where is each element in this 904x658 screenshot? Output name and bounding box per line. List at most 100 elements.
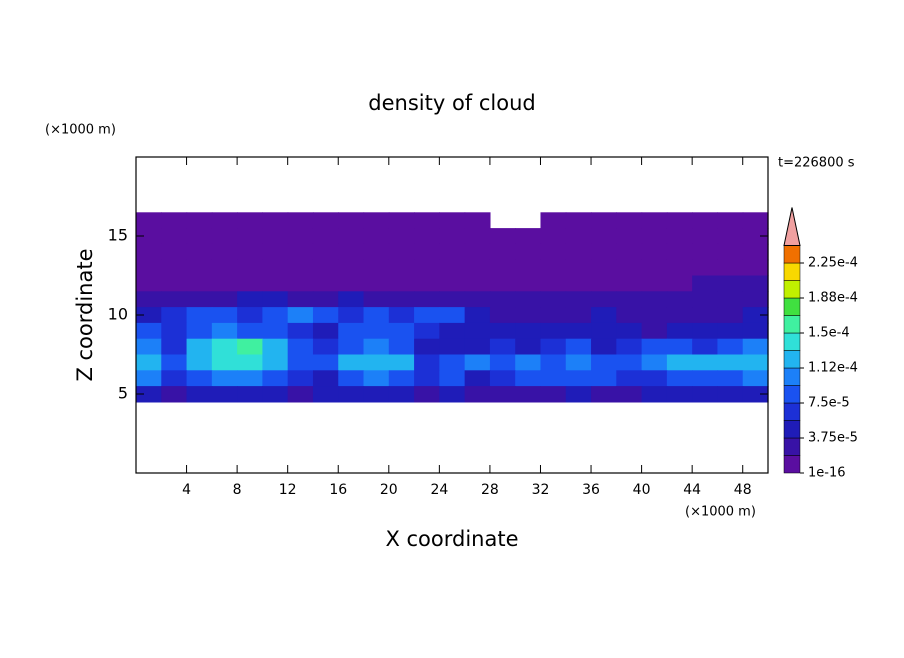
contour-cell bbox=[464, 370, 491, 387]
contour-cell bbox=[515, 322, 542, 340]
contour-cell bbox=[262, 370, 289, 387]
contour-cell bbox=[692, 370, 719, 387]
contour-cell bbox=[464, 243, 491, 261]
contour-cell bbox=[717, 259, 744, 277]
contour-cell bbox=[287, 307, 314, 324]
contour-cell bbox=[211, 291, 238, 308]
contour-cell bbox=[161, 386, 188, 403]
contour-cell bbox=[565, 386, 592, 403]
contour-cell bbox=[439, 275, 466, 292]
contour-cell bbox=[692, 338, 719, 356]
contour-cell bbox=[489, 228, 516, 245]
contour-cell bbox=[262, 212, 289, 229]
colorbar-band bbox=[783, 350, 801, 369]
contour-cell bbox=[742, 259, 769, 277]
contour-cell bbox=[439, 259, 466, 277]
contour-cell bbox=[186, 338, 213, 356]
contour-cell bbox=[338, 338, 365, 356]
contour-cell bbox=[161, 212, 188, 229]
contour-cell bbox=[161, 275, 188, 292]
contour-cell bbox=[287, 386, 314, 403]
contour-cell bbox=[211, 212, 238, 229]
contour-cell bbox=[641, 307, 668, 324]
contour-cell bbox=[616, 291, 643, 308]
contour-cell bbox=[161, 354, 188, 371]
contour-cell bbox=[363, 338, 390, 356]
contour-cell bbox=[666, 370, 693, 387]
contour-cell bbox=[616, 370, 643, 387]
contour-cell bbox=[515, 338, 542, 356]
contour-cell bbox=[742, 228, 769, 245]
contour-cell bbox=[489, 322, 516, 340]
contour-cell bbox=[641, 354, 668, 371]
contour-cell bbox=[211, 354, 238, 371]
contour-cell bbox=[692, 291, 719, 308]
contour-cell bbox=[666, 243, 693, 261]
colorbar-label: 1.5e-4 bbox=[808, 326, 850, 341]
contour-cell bbox=[136, 386, 162, 403]
colorbar-band bbox=[783, 420, 801, 439]
contour-cell bbox=[666, 275, 693, 292]
x-tick-label: 40 bbox=[633, 482, 651, 498]
contour-cell bbox=[464, 228, 491, 245]
contour-cell bbox=[211, 228, 238, 245]
contour-cell bbox=[312, 307, 339, 324]
x-tick-label: 24 bbox=[430, 482, 448, 498]
colorbar-band bbox=[783, 315, 801, 334]
contour-cell bbox=[591, 322, 617, 340]
contour-cell bbox=[338, 322, 365, 340]
contour-cell bbox=[312, 386, 339, 403]
colorbar-label: 1.88e-4 bbox=[808, 291, 858, 306]
contour-cell bbox=[363, 212, 390, 229]
contour-cell bbox=[186, 307, 213, 324]
contour-cell bbox=[717, 275, 744, 292]
contour-cell bbox=[540, 275, 567, 292]
contour-cell bbox=[515, 386, 542, 403]
contour-cell bbox=[666, 386, 693, 403]
contour-cell bbox=[287, 275, 314, 292]
contour-cell bbox=[414, 386, 440, 403]
contour-cell bbox=[161, 322, 188, 340]
contour-cell bbox=[388, 354, 415, 371]
colorbar-band bbox=[783, 455, 801, 474]
contour-cell bbox=[262, 322, 289, 340]
contour-cell bbox=[515, 243, 542, 261]
contour-cell bbox=[136, 228, 162, 245]
contour-cell bbox=[414, 370, 440, 387]
contour-cell bbox=[186, 291, 213, 308]
contour-cell bbox=[515, 307, 542, 324]
x-tick-label: 44 bbox=[683, 482, 701, 498]
contour-cell bbox=[616, 322, 643, 340]
contour-cell bbox=[439, 212, 466, 229]
contour-cell bbox=[641, 386, 668, 403]
contour-cell bbox=[312, 291, 339, 308]
contour-cell bbox=[540, 386, 567, 403]
contour-cell bbox=[414, 307, 440, 324]
contour-cell bbox=[540, 307, 567, 324]
colorbar-label: 3.75e-5 bbox=[808, 431, 858, 446]
contour-cell bbox=[338, 275, 365, 292]
contour-cell bbox=[641, 212, 668, 229]
contour-cell bbox=[489, 338, 516, 356]
contour-cell bbox=[186, 228, 213, 245]
contour-cell bbox=[287, 243, 314, 261]
contour-cell bbox=[565, 275, 592, 292]
contour-cell bbox=[666, 354, 693, 371]
contour-cell bbox=[717, 386, 744, 403]
contour-cell bbox=[742, 370, 769, 387]
contour-cell bbox=[591, 386, 617, 403]
contour-cell bbox=[616, 212, 643, 229]
contour-cell bbox=[515, 259, 542, 277]
contour-cell bbox=[641, 243, 668, 261]
contour-cell bbox=[338, 386, 365, 403]
contour-cell bbox=[363, 354, 390, 371]
contour-cell bbox=[616, 386, 643, 403]
y-tick-label: 10 bbox=[108, 305, 128, 324]
contour-cell bbox=[489, 307, 516, 324]
contour-cell bbox=[237, 228, 263, 245]
contour-cell bbox=[312, 322, 339, 340]
contour-cell bbox=[262, 259, 289, 277]
contour-cell bbox=[591, 370, 617, 387]
contour-cell bbox=[262, 338, 289, 356]
contour-cell bbox=[616, 354, 643, 371]
